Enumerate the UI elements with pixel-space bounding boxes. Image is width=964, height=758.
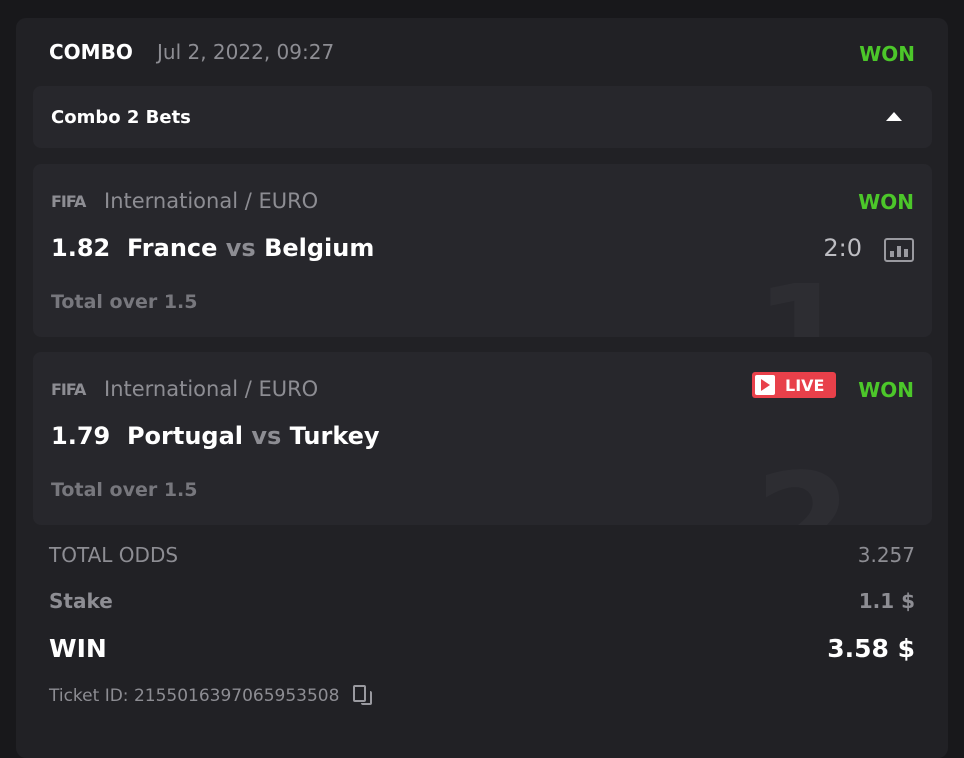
stake-label: Stake <box>49 589 113 613</box>
market: Total over 1.5 <box>51 479 198 501</box>
away-team: Turkey <box>289 422 380 450</box>
fifa-logo-icon: FIFA <box>51 192 86 211</box>
home-team: Portugal <box>126 422 244 450</box>
match: 1.82 France vs Belgium <box>51 234 374 262</box>
ticket-id: Ticket ID: 2155016397065953508 <box>49 685 373 706</box>
combo-bets-toggle[interactable]: Combo 2 Bets <box>33 86 932 148</box>
score: 2:0 <box>823 234 862 262</box>
fifa-logo-icon: FIFA <box>51 380 86 399</box>
stake-value: 1.1 $ <box>858 589 915 613</box>
live-badge[interactable]: LIVE <box>752 372 836 398</box>
bet-type: COMBO <box>49 40 133 64</box>
combo-bets-label: Combo 2 Bets <box>51 107 191 128</box>
ticket-id-value: 2155016397065953508 <box>133 686 340 706</box>
chevron-up-icon <box>886 112 902 121</box>
copy-icon[interactable] <box>352 685 373 705</box>
bet-ticket-card: COMBO Jul 2, 2022, 09:27 WON Combo 2 Bet… <box>16 18 948 758</box>
total-odds-label: TOTAL ODDS <box>49 543 179 567</box>
ticket-id-label: Ticket ID: <box>49 686 129 706</box>
stats-icon[interactable] <box>884 238 914 262</box>
league: International / EURO <box>104 377 319 401</box>
bet-index: 1 <box>755 268 852 338</box>
ticket-status: WON <box>859 42 915 66</box>
play-icon <box>755 375 775 395</box>
odds: 1.79 <box>51 422 111 450</box>
bet-status: WON <box>858 378 914 402</box>
odds: 1.82 <box>51 234 111 262</box>
live-label: LIVE <box>785 375 825 395</box>
win-value: 3.58 $ <box>827 634 915 663</box>
vs: vs <box>251 422 282 450</box>
vs: vs <box>225 234 256 262</box>
bet-item: 1 FIFA International / EURO WON 1.82 Fra… <box>33 164 932 337</box>
match: 1.79 Portugal vs Turkey <box>51 422 380 450</box>
bet-date: Jul 2, 2022, 09:27 <box>157 40 335 64</box>
market: Total over 1.5 <box>51 291 198 313</box>
bet-item: 2 FIFA International / EURO LIVE WON 1.7… <box>33 352 932 525</box>
total-odds-value: 3.257 <box>857 543 915 567</box>
league: International / EURO <box>104 189 319 213</box>
away-team: Belgium <box>264 234 375 262</box>
home-team: France <box>126 234 218 262</box>
bet-index: 2 <box>755 456 852 526</box>
bet-status: WON <box>858 190 914 214</box>
win-label: WIN <box>49 634 107 663</box>
